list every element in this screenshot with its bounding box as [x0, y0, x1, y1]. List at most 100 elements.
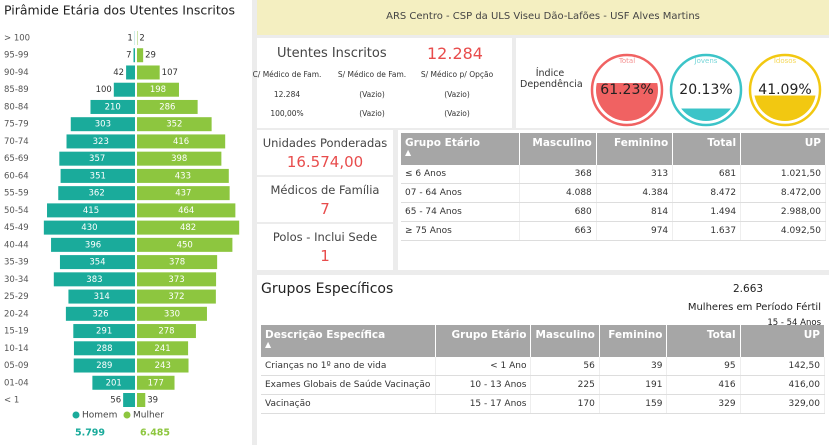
table-cell: 1.021,50 — [740, 165, 826, 184]
bar-label: 107 — [162, 68, 178, 78]
category-label: 40-44 — [4, 240, 29, 250]
dependencia-title: Índice Dependência — [520, 68, 583, 90]
table-cell: 2.988,00 — [740, 202, 826, 222]
kpi-value: 7 — [320, 200, 330, 218]
table-cell: 4.088 — [519, 183, 597, 203]
female-bar — [137, 48, 144, 63]
column-header: Descrição Específica ▲ — [261, 325, 436, 357]
header-bar: ARS Centro - CSP da ULS Viseu Dão-Lafões… — [257, 0, 829, 35]
bar-label: 288 — [96, 344, 112, 354]
gauge-label: Total — [618, 57, 635, 65]
male-bar — [73, 324, 135, 339]
female-bar — [137, 168, 229, 183]
bar-label: 1 — [127, 34, 132, 44]
male-bar — [65, 306, 135, 321]
grupos-title: Grupos Específicos — [261, 281, 394, 297]
table-cell: ≥ 75 Anos — [401, 221, 521, 241]
header-text: Feminino — [608, 329, 663, 341]
category-label: 85-89 — [4, 85, 29, 95]
bar-label: 326 — [92, 309, 108, 319]
female-bar — [137, 255, 218, 270]
kpi-sub: 15 - 54 Anos — [767, 318, 821, 328]
table-row: ≥ 75 Anos 663 974 1.637 4.092,50 — [401, 221, 826, 241]
bar-label: 383 — [86, 275, 102, 285]
bar-label: 357 — [89, 154, 105, 164]
table-cell: 07 - 64 Anos — [401, 183, 521, 203]
kpi-title: Polos - Inclui Sede — [272, 230, 378, 244]
table-cell: 8.472 — [672, 183, 742, 203]
header-text: Grupo Etário — [405, 137, 480, 149]
table-row: 65 - 74 Anos 680 814 1.494 2.988,00 — [401, 202, 826, 222]
category-label: 75-79 — [4, 120, 29, 130]
header-title: ARS Centro - CSP da ULS Viseu Dão-Lafões… — [386, 11, 700, 22]
utentes-cell: 100,00% — [270, 109, 304, 118]
header-text: Total — [707, 137, 737, 149]
column-header: Masculino — [519, 133, 597, 165]
bar-label: 278 — [158, 327, 174, 337]
header-text: Descrição Específica — [265, 329, 386, 341]
male-bar — [43, 220, 136, 235]
column-header: Total — [672, 133, 742, 165]
table-cell: Vacinação — [261, 394, 436, 414]
bar-label: 39 — [147, 396, 158, 406]
table-cell: 680 — [519, 202, 597, 222]
table-cell: 8.472,00 — [740, 183, 826, 203]
male-bar — [66, 134, 135, 149]
utentes-cell: (Vazio) — [359, 109, 385, 118]
bar-label: 437 — [175, 189, 191, 199]
column-header: Feminino — [599, 325, 668, 357]
female-bar — [137, 306, 207, 321]
female-bar — [137, 358, 189, 373]
male-bar — [113, 82, 135, 97]
female-bar — [137, 375, 175, 390]
bar-label: 482 — [180, 223, 196, 233]
table-cell: 1.637 — [672, 221, 742, 241]
category-label: 55-59 — [4, 189, 29, 199]
utentes-col-header: S/ Médico de Fam. — [337, 70, 407, 79]
bar-label: 415 — [83, 206, 99, 216]
kpi-title: Unidades Ponderadas — [262, 136, 388, 150]
utentes-cell: (Vazio) — [444, 109, 470, 118]
total-label: 6.485 — [140, 428, 170, 439]
category-label: 20-24 — [4, 309, 29, 319]
table-cell: 368 — [519, 165, 597, 184]
category-label: 90-94 — [4, 68, 29, 78]
table-cell: ≤ 6 Anos — [401, 165, 521, 184]
bar-label: 373 — [168, 275, 184, 285]
female-bar — [137, 324, 196, 339]
bar-label: 2 — [139, 34, 144, 44]
utentes-cell: 12.284 — [273, 90, 301, 99]
female-bar — [137, 393, 146, 407]
bar-label: 330 — [164, 309, 180, 319]
table-row: Exames Globais de Saúde Vacinação 10 - 13… — [261, 375, 826, 395]
gauge-label: Idosos — [774, 57, 797, 65]
kpi-value: 2.663 — [733, 283, 764, 295]
bar-label: 378 — [169, 258, 185, 268]
data-table: Descrição Específica ▲ Grupo Etário Masculi… — [261, 325, 826, 414]
column-header: Total — [666, 325, 741, 357]
bar-label: 241 — [154, 344, 170, 354]
female-bar — [137, 117, 212, 132]
header-text: Total — [706, 329, 736, 341]
sort-icon: ▲ — [265, 340, 272, 349]
table-cell: 15 - 17 Anos — [435, 394, 532, 414]
female-bar — [137, 341, 189, 356]
header-text: Feminino — [614, 137, 669, 149]
dependencia-card: Índice Dependência Total 61.23% Jovens 20.1… — [516, 38, 829, 128]
bar-label: 464 — [178, 206, 194, 216]
female-bar — [137, 289, 216, 304]
legend-label: Homem — [82, 411, 117, 421]
male-bar — [68, 289, 135, 304]
category-label: 01-04 — [4, 378, 29, 388]
male-bar — [73, 341, 135, 356]
category-label: 30-34 — [4, 275, 29, 285]
female-bar — [137, 65, 160, 80]
utentes-col-header: S/ Médico p/ Opção — [420, 70, 494, 79]
female-bar — [137, 134, 226, 149]
male-bar — [51, 237, 135, 252]
bar-label: 100 — [96, 85, 112, 95]
utentes-cell: (Vazio) — [444, 90, 470, 99]
male-bar — [123, 393, 135, 407]
table-cell: 416 — [666, 375, 741, 395]
